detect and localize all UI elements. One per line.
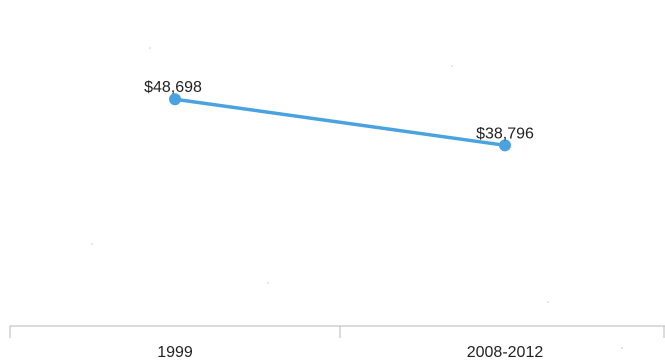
x-axis: 1999 2008-2012: [9, 325, 665, 360]
data-label-1999: $48,698: [144, 79, 202, 96]
data-label-2008-2012: $38,796: [476, 125, 534, 142]
series-line: [173, 97, 507, 148]
x-tick-label-2008-2012: 2008-2012: [467, 344, 544, 360]
x-tick-label-1999: 1999: [157, 344, 193, 360]
series-layer: $48,698 $38,796: [144, 79, 534, 152]
data-point-1999: [169, 93, 181, 106]
scan-noise: [91, 47, 623, 349]
data-point-2008-2012: [499, 139, 511, 152]
